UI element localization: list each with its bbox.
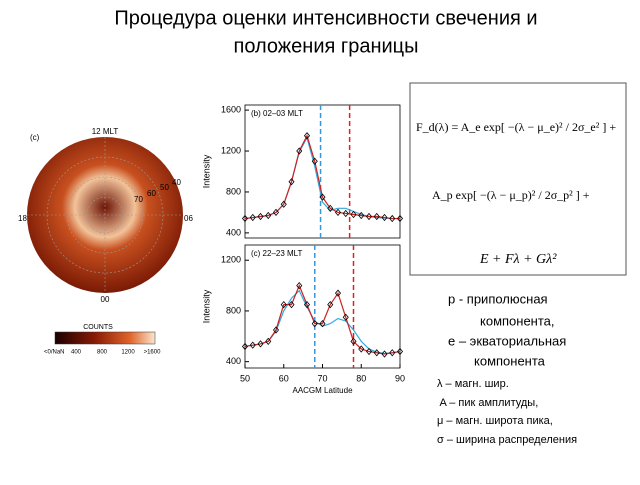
title: положения границы — [234, 35, 419, 57]
colorbar — [54, 331, 156, 345]
data-point — [389, 349, 396, 357]
data-point — [396, 214, 404, 223]
colorbar-tick: 800 — [97, 350, 108, 356]
panel-label: (b) 02–03 MLT — [251, 109, 303, 118]
data-point — [365, 212, 373, 221]
data-point — [257, 340, 264, 348]
lat-label: 60 — [147, 189, 156, 198]
data-point — [280, 200, 287, 208]
legend-line: p - приполюсная — [448, 291, 548, 306]
data-point — [257, 212, 264, 221]
lat-label: 40 — [172, 178, 181, 187]
data-point — [342, 209, 349, 218]
formula-line: F_d(λ) = A_e exp[ −(λ − μ_e)² / 2σ_e² ] … — [416, 120, 616, 134]
polar-mask — [27, 87, 183, 195]
data-point — [334, 208, 342, 217]
definition: σ – ширина распределения — [437, 434, 577, 446]
panel-label: (c) 22–23 MLT — [251, 249, 303, 258]
x-tick-label: 50 — [240, 373, 250, 383]
data-point — [365, 347, 373, 356]
fit-curve — [244, 136, 400, 220]
data-point — [265, 211, 272, 220]
formula-box — [409, 82, 627, 276]
data-point — [381, 350, 388, 358]
x-axis-label: AACGM Latitude — [292, 386, 353, 395]
y-tick-label: 800 — [226, 186, 241, 196]
colorbar-tick: >1600 — [144, 350, 162, 356]
definition: A – пик амплитуды, — [437, 397, 538, 409]
y-tick-label: 1200 — [221, 145, 241, 155]
data-point — [249, 213, 256, 222]
data-point — [327, 300, 334, 309]
data-point — [265, 337, 272, 345]
data-point — [311, 319, 318, 328]
axis-label: 18 — [18, 214, 27, 223]
panel-label: (c) — [30, 133, 40, 142]
x-tick-label: 60 — [279, 373, 289, 383]
y-tick-label: 1200 — [221, 255, 241, 265]
data-point — [350, 337, 357, 345]
polar-grid — [27, 137, 183, 293]
data-point — [241, 342, 249, 351]
data-point — [288, 178, 295, 186]
data-point — [327, 204, 334, 212]
data-point — [272, 326, 280, 334]
data-point — [241, 214, 249, 223]
data-point — [358, 345, 365, 353]
data-point — [373, 212, 380, 221]
data-point — [311, 157, 318, 165]
colorbar-tick: <0/NaN — [44, 350, 65, 356]
data-point — [358, 211, 365, 220]
fit-curve — [244, 134, 400, 220]
data-point — [373, 349, 380, 357]
data-point — [389, 214, 396, 223]
data-point — [296, 281, 303, 290]
data-point — [381, 213, 388, 222]
x-tick-label: 90 — [395, 373, 405, 383]
legend-line: e – экваториальная — [448, 333, 566, 348]
legend-line: компонента, — [480, 313, 555, 328]
formula-line: A_p exp[ −(λ − μ_p)² / 2σ_p² ] + — [432, 188, 590, 202]
title: Процедура оценки интенсивности свечения … — [114, 7, 537, 29]
data-point — [280, 300, 287, 309]
axis-label: 12 MLT — [92, 127, 119, 136]
data-point — [334, 289, 342, 297]
y-tick-label: 800 — [226, 305, 241, 315]
data-point — [272, 208, 280, 217]
y-axis-label: Intensity — [201, 289, 211, 323]
polar-plot: (c) 12 MLT 18 06 00 40 50 60 70 COUNTS <… — [18, 87, 193, 356]
y-tick-label: 400 — [226, 356, 241, 366]
y-tick-label: 400 — [226, 227, 241, 237]
colorbar-tick: 400 — [71, 350, 82, 356]
x-tick-label: 80 — [356, 373, 366, 383]
data-point — [319, 319, 326, 328]
definition: μ – магн. широта пика, — [437, 415, 553, 427]
lat-label: 70 — [134, 195, 143, 204]
colorbar-tick: 1200 — [121, 350, 135, 356]
data-point — [249, 341, 256, 349]
x-tick-label: 70 — [317, 373, 327, 383]
data-point — [319, 193, 326, 201]
legend: p - приполюсная компонента, e – экватори… — [448, 291, 566, 368]
formula-line: E + Fλ + Gλ² — [479, 252, 557, 267]
legend-line: компонента — [474, 353, 546, 368]
data-point — [350, 210, 357, 219]
data-point — [342, 313, 349, 321]
data-point — [288, 300, 295, 309]
data-point — [396, 347, 404, 356]
axis-label: 06 — [184, 214, 193, 223]
plot-frame — [244, 104, 401, 239]
axis-label: 00 — [101, 295, 110, 304]
data-point — [303, 300, 311, 309]
lat-label: 50 — [160, 183, 169, 192]
data-point — [296, 147, 303, 155]
y-axis-label: Intensity — [201, 154, 211, 188]
data-point — [303, 132, 311, 140]
colorbar-title: COUNTS — [83, 324, 113, 331]
definitions: λ – магн. шир. A – пик амплитуды, μ – ма… — [437, 378, 577, 446]
y-tick-label: 1600 — [221, 104, 241, 114]
definition: λ – магн. шир. — [437, 378, 509, 390]
